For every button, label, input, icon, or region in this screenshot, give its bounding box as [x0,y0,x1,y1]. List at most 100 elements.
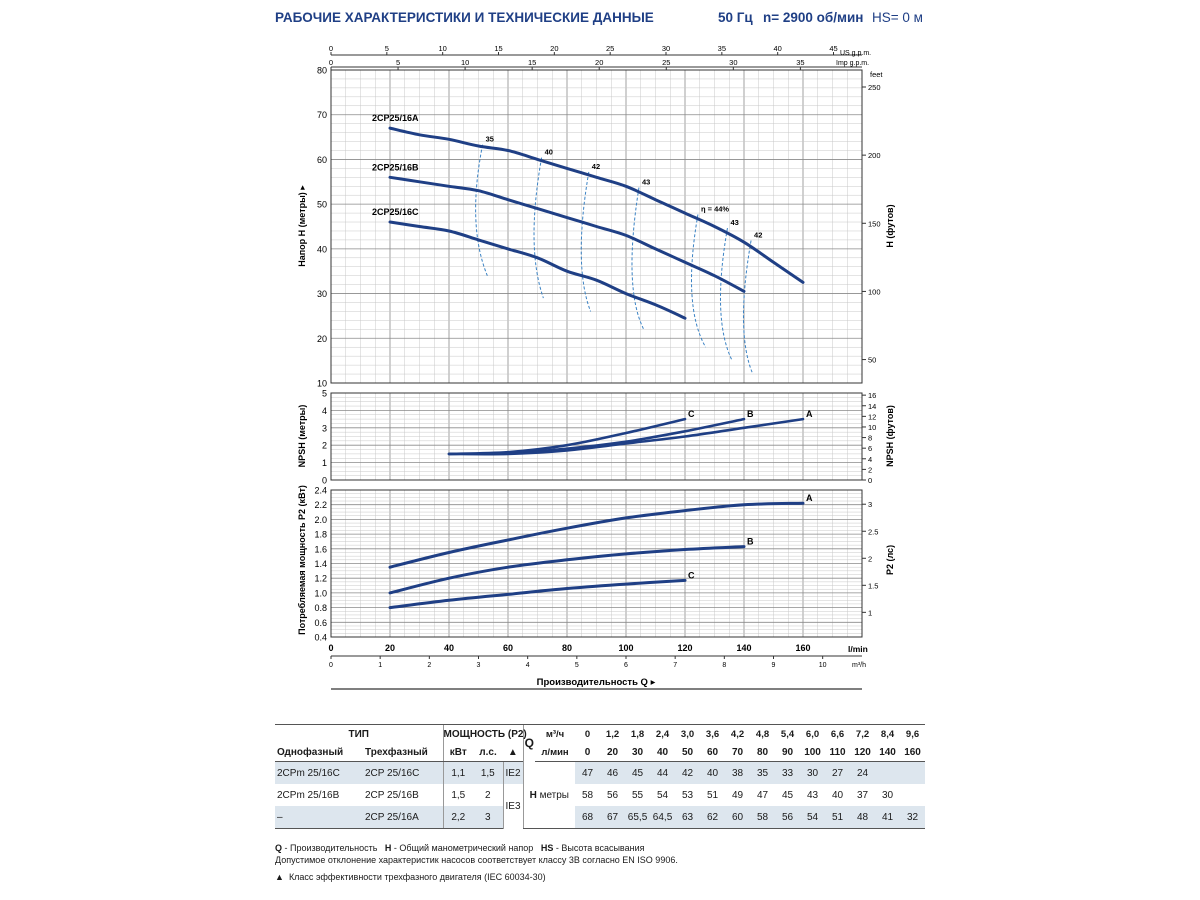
top-axis-imp-tick: 10 [461,58,469,67]
head-value: 40 [831,789,844,801]
head-value: 33 [775,761,801,784]
q-lmin-value: 160 [900,743,926,762]
power-xtick-lmin: 160 [795,643,810,653]
power-xtick-lmin: 140 [736,643,751,653]
h-label: H метры [522,784,576,806]
head-value: 56 [606,789,619,801]
h-label-blank [535,806,576,829]
h-label-blank [535,761,576,784]
npsh-y2tick: 10 [868,423,876,432]
head-value: 67 [600,806,626,829]
head-curve-label: 2CP25/16A [372,113,419,123]
efficiency-curve [631,187,645,330]
power-ytick: 1.0 [314,588,327,598]
power-xtick-m3h: 3 [477,662,481,669]
suction-height-label: HS= 0 м [872,10,923,25]
efficiency-label: η = 44% [701,204,729,213]
head-value: 47 [756,789,769,801]
npsh-ytick: 5 [322,389,327,399]
q-lmin-value: 140 [875,743,901,762]
head-value: 46 [600,761,626,784]
head-ytick: 20 [317,334,327,344]
head-ytick: 30 [317,289,327,299]
head-curve-label: 2CP25/16C [372,207,419,217]
npsh-y2tick: 2 [868,465,872,474]
q-m3h-value: 5,4 [775,724,801,743]
efficiency-note: ▲ Класс эффективности трехфазного двигат… [275,872,546,882]
top-axis-us-tick: 5 [385,44,389,53]
power-xlabel: Производительность Q ▸ [537,677,656,688]
footnotes: Q - Производительность H - Общий маномет… [275,842,678,866]
head-value: 27 [825,761,851,784]
head-value: 49 [731,789,744,801]
power-ytick: 1.8 [314,530,327,540]
footnote-q-text: - Производительность [284,843,378,853]
power-xtick-m3h: 7 [673,662,677,669]
head-ytick: 80 [317,66,327,76]
table-row: –2CP 25/16A 2,2 3 68 67 65,5 64,5 63 62 60 58 56 54 5… [275,806,926,829]
q-m3h-value: 3,0 [675,724,701,743]
footnote-hs-text: - Высота всасывания [555,843,645,853]
q-header: Q [522,724,536,762]
head-y2tick: 250 [868,83,881,92]
head-value: 30 [881,789,894,801]
power-ytick: 2.0 [314,515,327,525]
head-value: 45 [781,789,794,801]
npsh-ytick: 1 [322,458,327,468]
page-title: РАБОЧИЕ ХАРАКТЕРИСТИКИ И ТЕХНИЧЕСКИЕ ДАН… [275,10,654,25]
efficiency-curve [475,144,488,276]
top-axis-imp-tick: 35 [796,58,804,67]
efficiency-curve [580,171,592,312]
footnote-tolerance: Допустимое отклонение характеристик насо… [275,855,678,865]
head-value: 60 [725,806,751,829]
footnote-h-text: - Общий манометрический напор [393,843,534,853]
power-xtick-lmin: 40 [444,643,454,653]
h-label [522,761,536,784]
head-value: 42 [675,761,701,784]
npsh-frame [330,392,863,481]
top-axis-imp-label: Imp g.p.m. [836,60,869,67]
head-value: 44 [650,761,676,784]
head-value: 37 [856,789,869,801]
frequency-label: 50 Гц [718,10,753,25]
power-kw: 1,1 [442,761,474,784]
triangle-icon: ▲ [275,872,284,882]
curve-label-power-C: C [688,570,695,580]
curve-head-2CP25/16A [388,126,805,284]
power-y2tick: 1 [868,608,872,617]
top-axis-us-tick: 0 [329,44,333,53]
speed-label: n= 2900 об/мин [763,10,864,25]
head-y2tick: 150 [868,219,881,228]
head-ytick: 60 [317,155,327,165]
power-frame [330,489,863,638]
q-lmin-value: 90 [775,743,801,762]
single-phase-model: – [275,806,363,829]
curve-head-2CP25/16B [388,175,746,293]
head-y2tick: 200 [868,151,881,160]
q-lmin-value: 0 [575,743,601,762]
head-value: 32 [900,806,926,829]
npsh-y2tick: 0 [868,476,872,485]
power-y2label: P2 (лс) [885,545,895,575]
footnote-h-abbr: H [384,843,392,853]
head-value: 30 [800,761,826,784]
top-axis-us-tick: 10 [438,44,446,53]
power-xtick-m3h: 9 [772,662,776,669]
power-y2tick: 2 [868,554,872,563]
curve-power-C [388,578,687,610]
power-xtick-lmin: 100 [618,643,633,653]
efficiency-label: 35 [486,135,494,144]
head-value: 43 [806,789,819,801]
npsh-ytick: 2 [322,441,327,451]
head-ytick: 40 [317,244,327,254]
curve-power-A [388,501,805,569]
q-lmin-value: 120 [850,743,876,762]
head-value: 68 [575,806,601,829]
head-y2tick: 100 [868,287,881,296]
efficiency-class: IE3 [502,784,524,829]
single-phase-model: 2CPm 25/16B [277,789,340,801]
curve-label-power-A: A [806,493,813,503]
power-hp: 3 [473,806,504,829]
three-phase-header: Трехфазный [363,743,444,762]
